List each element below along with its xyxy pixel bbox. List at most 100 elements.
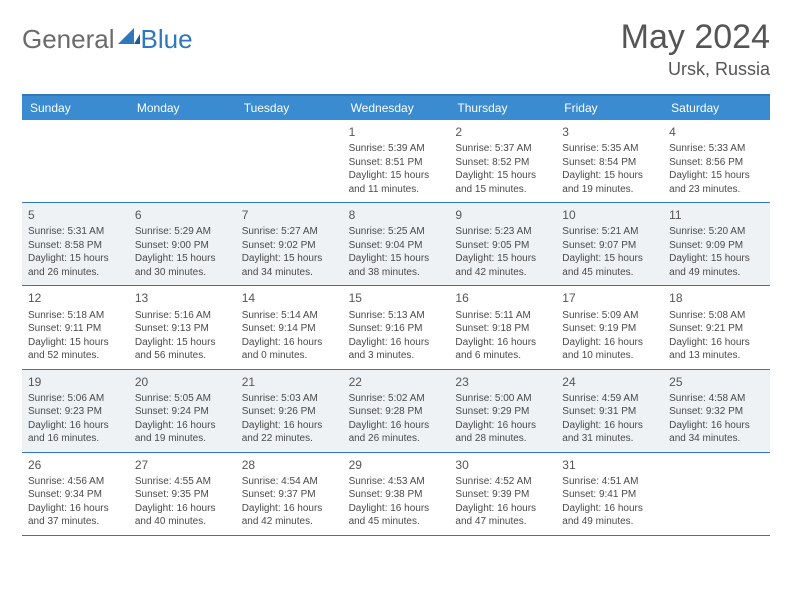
day-number: 14	[242, 290, 338, 306]
calendar-cell: 19Sunrise: 5:06 AMSunset: 9:23 PMDayligh…	[22, 370, 129, 452]
day-number: 15	[349, 290, 445, 306]
logo-icon	[118, 20, 140, 51]
day-number: 19	[28, 374, 124, 390]
calendar-cell: 28Sunrise: 4:54 AMSunset: 9:37 PMDayligh…	[236, 453, 343, 535]
daylight-line: Daylight: 15 hours and 26 minutes.	[28, 252, 124, 279]
calendar-cell: 16 Sunrise: 5:11 AMSunset: 9:18 PMDayligh…	[449, 286, 556, 368]
day-number: 22	[349, 374, 445, 390]
daylight-line: Daylight: 16 hours and 47 minutes.	[455, 502, 551, 529]
sunrise-line: Sunrise: 4:52 AM	[455, 475, 551, 489]
daylight-line: Daylight: 16 hours and 42 minutes.	[242, 502, 338, 529]
sunrise-line: Sunrise: 5:03 AM	[242, 392, 338, 406]
sunrise-line: Sunrise: 5:27 AM	[242, 225, 338, 239]
calendar-cell: 29 Sunrise: 4:53 AMSunset: 9:38 PMDayligh…	[343, 453, 450, 535]
day-number: 9	[455, 207, 551, 223]
calendar-cell: 26 Sunrise: 4:56 AMSunset: 9:34 PMDayligh…	[22, 453, 129, 535]
day-number: 4	[669, 124, 765, 140]
sunset-line: Sunset: 9:29 PM	[455, 405, 551, 419]
day-number: 20	[135, 374, 231, 390]
sunset-line: Sunset: 9:34 PM	[28, 488, 124, 502]
sunrise-line: Sunrise: 5:13 AM	[349, 309, 445, 323]
calendar-cell: 2Sunrise: 5:37 AMSunset: 8:52 PMDaylight…	[449, 120, 556, 202]
sunset-line: Sunset: 9:14 PM	[242, 322, 338, 336]
day-number: 24	[562, 374, 658, 390]
sunrise-line: Sunrise: 5:11 AM	[455, 309, 551, 323]
sunset-line: Sunset: 8:58 PM	[28, 239, 124, 253]
sunrise-line: Sunrise: 4:55 AM	[135, 475, 231, 489]
calendar-cell: 23Sunrise: 5:00 AMSunset: 9:29 PMDayligh…	[449, 370, 556, 452]
calendar: SundayMondayTuesdayWednesdayThursdayFrid…	[22, 94, 770, 536]
sunset-line: Sunset: 9:18 PM	[455, 322, 551, 336]
sunset-line: Sunset: 8:56 PM	[669, 156, 765, 170]
day-number: 3	[562, 124, 658, 140]
daylight-line: Daylight: 15 hours and 11 minutes.	[349, 169, 445, 196]
calendar-cell: 3Sunrise: 5:35 AMSunset: 8:54 PMDaylight…	[556, 120, 663, 202]
sunset-line: Sunset: 9:38 PM	[349, 488, 445, 502]
day-number: 11	[669, 207, 765, 223]
daylight-line: Daylight: 15 hours and 30 minutes.	[135, 252, 231, 279]
calendar-cell: 5Sunrise: 5:31 AMSunset: 8:58 PMDaylight…	[22, 203, 129, 285]
calendar-cell: 15Sunrise: 5:13 AMSunset: 9:16 PMDayligh…	[343, 286, 450, 368]
day-number: 25	[669, 374, 765, 390]
calendar-cell: 17Sunrise: 5:09 AMSunset: 9:19 PMDayligh…	[556, 286, 663, 368]
sunrise-line: Sunrise: 5:37 AM	[455, 142, 551, 156]
daylight-line: Daylight: 16 hours and 6 minutes.	[455, 336, 551, 363]
daylight-line: Daylight: 16 hours and 19 minutes.	[135, 419, 231, 446]
daylight-line: Daylight: 16 hours and 45 minutes.	[349, 502, 445, 529]
sunset-line: Sunset: 9:09 PM	[669, 239, 765, 253]
day-number: 18	[669, 290, 765, 306]
sunrise-line: Sunrise: 5:00 AM	[455, 392, 551, 406]
calendar-cell: 1Sunrise: 5:39 AMSunset: 8:51 PMDaylight…	[343, 120, 450, 202]
day-number: 6	[135, 207, 231, 223]
day-number: 16	[455, 290, 551, 306]
sunrise-line: Sunrise: 4:56 AM	[28, 475, 124, 489]
sunrise-line: Sunrise: 5:21 AM	[562, 225, 658, 239]
daylight-line: Daylight: 16 hours and 40 minutes.	[135, 502, 231, 529]
daylight-line: Daylight: 16 hours and 49 minutes.	[562, 502, 658, 529]
day-header: Saturday	[663, 96, 770, 120]
calendar-week: 12Sunrise: 5:18 AMSunset: 9:11 PMDayligh…	[22, 286, 770, 369]
sunset-line: Sunset: 9:35 PM	[135, 488, 231, 502]
sunset-line: Sunset: 9:23 PM	[28, 405, 124, 419]
calendar-week: 5Sunrise: 5:31 AMSunset: 8:58 PMDaylight…	[22, 203, 770, 286]
sunrise-line: Sunrise: 5:08 AM	[669, 309, 765, 323]
sunrise-line: Sunrise: 4:59 AM	[562, 392, 658, 406]
sunrise-line: Sunrise: 5:33 AM	[669, 142, 765, 156]
calendar-cell	[129, 120, 236, 202]
day-number: 13	[135, 290, 231, 306]
logo-text-general: General	[22, 24, 115, 55]
daylight-line: Daylight: 16 hours and 13 minutes.	[669, 336, 765, 363]
calendar-cell: 24Sunrise: 4:59 AMSunset: 9:31 PMDayligh…	[556, 370, 663, 452]
daylight-line: Daylight: 15 hours and 52 minutes.	[28, 336, 124, 363]
daylight-line: Daylight: 15 hours and 49 minutes.	[669, 252, 765, 279]
day-header: Thursday	[449, 96, 556, 120]
daylight-line: Daylight: 16 hours and 37 minutes.	[28, 502, 124, 529]
day-number: 27	[135, 457, 231, 473]
sunrise-line: Sunrise: 4:54 AM	[242, 475, 338, 489]
calendar-cell: 31Sunrise: 4:51 AMSunset: 9:41 PMDayligh…	[556, 453, 663, 535]
sunrise-line: Sunrise: 4:58 AM	[669, 392, 765, 406]
sunrise-line: Sunrise: 4:53 AM	[349, 475, 445, 489]
sunrise-line: Sunrise: 5:25 AM	[349, 225, 445, 239]
day-header: Wednesday	[343, 96, 450, 120]
day-number: 29	[349, 457, 445, 473]
title-block: May 2024 Ursk, Russia	[621, 18, 770, 80]
calendar-cell: 20Sunrise: 5:05 AMSunset: 9:24 PMDayligh…	[129, 370, 236, 452]
day-number: 5	[28, 207, 124, 223]
daylight-line: Daylight: 15 hours and 42 minutes.	[455, 252, 551, 279]
sunset-line: Sunset: 8:52 PM	[455, 156, 551, 170]
sunset-line: Sunset: 9:24 PM	[135, 405, 231, 419]
calendar-cell: 25Sunrise: 4:58 AMSunset: 9:32 PMDayligh…	[663, 370, 770, 452]
day-number: 21	[242, 374, 338, 390]
day-header-row: SundayMondayTuesdayWednesdayThursdayFrid…	[22, 96, 770, 120]
location: Ursk, Russia	[621, 59, 770, 80]
day-number: 7	[242, 207, 338, 223]
day-number: 26	[28, 457, 124, 473]
sunset-line: Sunset: 9:21 PM	[669, 322, 765, 336]
day-number: 2	[455, 124, 551, 140]
sunset-line: Sunset: 9:11 PM	[28, 322, 124, 336]
calendar-body: 1Sunrise: 5:39 AMSunset: 8:51 PMDaylight…	[22, 120, 770, 536]
sunset-line: Sunset: 9:07 PM	[562, 239, 658, 253]
sunrise-line: Sunrise: 5:39 AM	[349, 142, 445, 156]
calendar-cell: 6Sunrise: 5:29 AMSunset: 9:00 PMDaylight…	[129, 203, 236, 285]
